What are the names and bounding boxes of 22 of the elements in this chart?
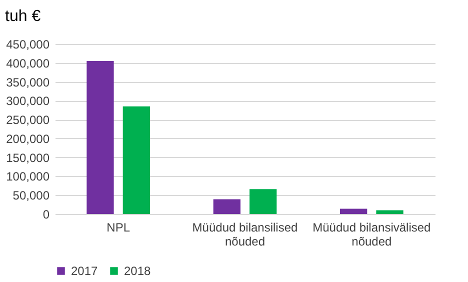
x-tick-label: Müüdud bilansivälised nõuded <box>312 220 431 248</box>
y-tick-label: 350,000 <box>6 75 50 90</box>
bar <box>376 210 404 214</box>
x-tick-label: Müüdud bilansilised nõuded <box>192 220 298 248</box>
bar <box>122 106 150 214</box>
bar <box>340 208 368 214</box>
bar <box>86 61 114 214</box>
y-tick-label: 100,000 <box>6 170 50 184</box>
bar <box>213 199 240 214</box>
bar <box>250 189 277 214</box>
y-axis-title: tuh € <box>5 8 41 25</box>
y-tick-label: 200,000 <box>6 132 50 146</box>
y-tick-label: 300,000 <box>6 94 50 108</box>
x-tick-label: NPL <box>106 220 130 234</box>
y-tick-label: 400,000 <box>6 56 50 70</box>
legend-label: 2017 <box>71 264 98 278</box>
y-tick-label: 50,000 <box>12 188 50 203</box>
y-tick-label: 150,000 <box>6 150 50 165</box>
y-tick-label: 450,000 <box>6 38 50 52</box>
legend-label: 2018 <box>124 264 152 278</box>
y-tick-label: 0 <box>42 208 50 222</box>
y-tick-label: 250,000 <box>6 113 50 128</box>
